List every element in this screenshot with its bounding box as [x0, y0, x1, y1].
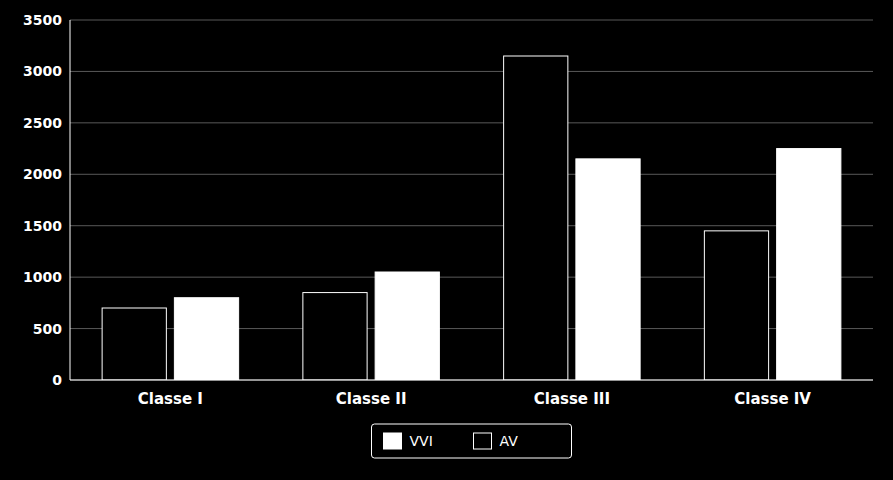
- bar: [777, 149, 841, 380]
- grid-line: [70, 71, 873, 72]
- background: [0, 0, 893, 480]
- x-axis: [70, 380, 873, 381]
- bar: [303, 293, 367, 380]
- y-tick-label: 0: [52, 372, 62, 388]
- legend-swatch: [384, 433, 402, 449]
- x-tick-label: Classe II: [336, 390, 407, 408]
- bar: [576, 159, 640, 380]
- y-tick-label: 2000: [23, 166, 62, 182]
- y-tick-label: 3000: [23, 63, 62, 79]
- legend-label: AV: [500, 433, 519, 449]
- grid-line: [70, 20, 873, 21]
- x-tick-label: Classe IV: [734, 390, 811, 408]
- bar: [704, 231, 768, 380]
- chart-container: 0 500 1000 1500 2000 2500 3000 3500 Classe I Clas…: [0, 0, 893, 480]
- grid-line: [70, 380, 873, 381]
- legend-frame: [372, 424, 572, 458]
- y-tick-label: 1500: [23, 218, 62, 234]
- grid-line: [70, 174, 873, 175]
- y-tick-label: 3500: [23, 12, 62, 28]
- legend: VVI AV: [372, 424, 572, 458]
- y-tick-label: 2500: [23, 115, 62, 131]
- bar: [102, 308, 166, 380]
- bars: [102, 56, 841, 380]
- bar: [504, 56, 568, 380]
- legend-label: VVI: [410, 433, 433, 449]
- bar: [375, 272, 439, 380]
- chart: 0 500 1000 1500 2000 2500 3000 3500 Classe I Clas…: [0, 0, 893, 480]
- x-tick-label: Classe III: [534, 390, 610, 408]
- bar: [174, 298, 238, 380]
- y-tick-label: 1000: [23, 269, 62, 285]
- grid-line: [70, 225, 873, 226]
- y-axis: [70, 20, 71, 380]
- y-tick-label: 500: [33, 321, 62, 337]
- x-tick-label: Classe I: [138, 390, 203, 408]
- grid-line: [70, 122, 873, 123]
- legend-swatch: [474, 433, 492, 449]
